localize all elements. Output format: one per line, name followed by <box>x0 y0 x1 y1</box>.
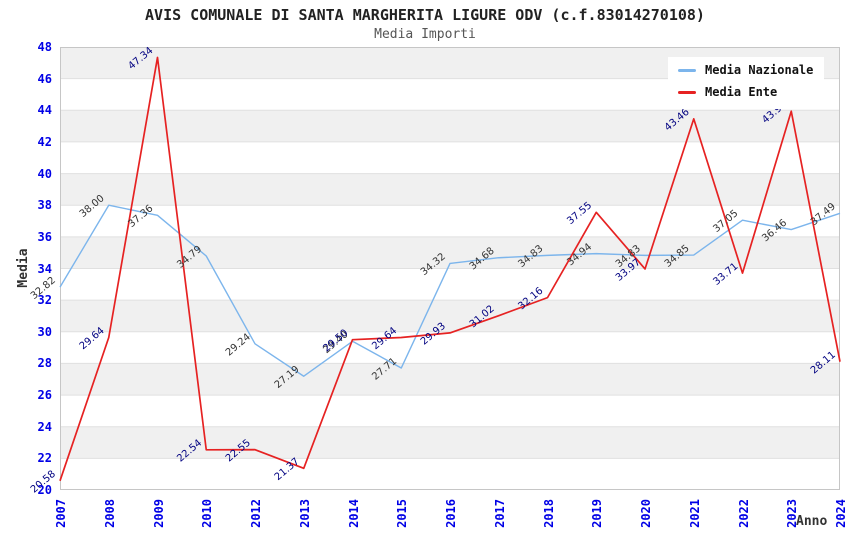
x-tick-label: 2022 <box>736 499 751 528</box>
y-tick-label: 42 <box>37 134 52 149</box>
x-tick-label: 2013 <box>297 499 312 528</box>
chart-title: AVIS COMUNALE DI SANTA MARGHERITA LIGURE… <box>145 6 705 24</box>
legend-item-media-ente[interactable]: Media Ente <box>668 81 824 103</box>
plot-band <box>60 173 840 206</box>
y-tick-label: 40 <box>37 166 52 181</box>
y-tick-label: 24 <box>37 419 52 434</box>
y-tick-label: 44 <box>37 103 52 118</box>
plot-band <box>60 331 840 364</box>
x-tick-label: 2021 <box>687 499 702 528</box>
x-tick-label: 2015 <box>395 499 410 528</box>
plot-band <box>60 458 840 490</box>
x-tick-label: 2008 <box>102 499 117 528</box>
plot-band <box>60 141 840 174</box>
legend: Media Nazionale Media Ente <box>668 57 824 109</box>
y-tick-label: 32 <box>37 293 52 308</box>
y-tick-label: 30 <box>37 324 52 339</box>
y-tick-label: 36 <box>37 229 52 244</box>
y-tick-label: 26 <box>37 388 52 403</box>
x-tick-label: 2017 <box>492 499 507 528</box>
x-tick-label: 2020 <box>639 499 653 528</box>
plot-border <box>60 47 840 490</box>
x-tick-label: 2007 <box>54 499 68 528</box>
y-tick-label: 46 <box>37 71 52 86</box>
y-tick-label: 48 <box>37 40 52 54</box>
x-axis-title: Anno <box>796 514 828 529</box>
series-line-media-nazionale <box>59 204 841 377</box>
x-tick-label: 2014 <box>346 499 361 528</box>
legend-item-media-nazionale[interactable]: Media Nazionale <box>668 59 824 81</box>
x-tick-label: 2012 <box>249 499 263 528</box>
x-tick-label: 2016 <box>444 499 458 528</box>
x-tick-label: 2009 <box>151 499 166 528</box>
plot-band <box>60 110 840 142</box>
series-ente-swatch-icon <box>678 90 696 94</box>
legend-item-label: Media Nazionale <box>705 63 814 77</box>
x-tick-label: 2010 <box>200 499 215 528</box>
plot-band <box>60 363 840 396</box>
plot-band <box>60 268 840 301</box>
x-tick-label: 2019 <box>590 499 605 528</box>
y-tick-label: 22 <box>37 451 52 466</box>
x-tick-label: 2018 <box>541 499 556 528</box>
plot-band <box>60 205 840 237</box>
y-tick-label: 38 <box>37 198 52 213</box>
plot-area: 32.82 38.00 37.36 34.79 29.24 27.19 29.40 27.71… <box>29 45 841 496</box>
plot-band <box>60 426 840 459</box>
plot-band <box>60 300 840 332</box>
series-line-media-ente <box>59 56 841 482</box>
series-nazionale-swatch-icon <box>678 68 696 72</box>
legend-item-label: Media Ente <box>705 85 778 99</box>
x-tick-label: 2024 <box>834 499 848 528</box>
chart-subtitle: Media Importi <box>374 27 476 42</box>
y-tick-label: 20 <box>37 483 52 497</box>
y-tick-label: 28 <box>37 356 52 371</box>
plot-band <box>60 395 840 427</box>
y-tick-label: 34 <box>37 261 52 276</box>
